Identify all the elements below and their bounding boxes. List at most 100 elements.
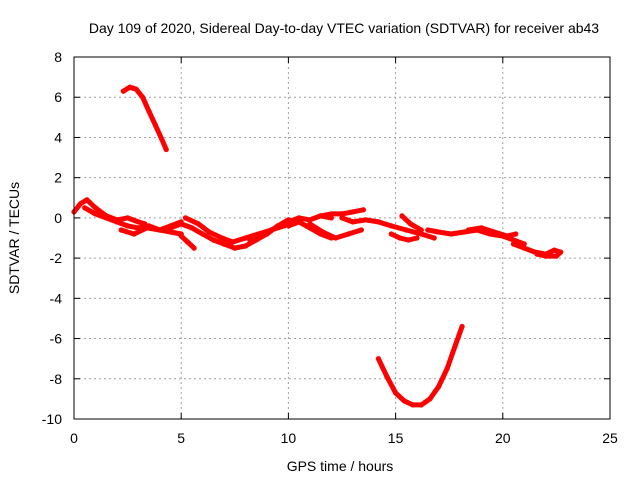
data-point	[403, 227, 409, 233]
data-point	[92, 211, 98, 217]
data-point	[127, 84, 133, 90]
data-point	[553, 253, 560, 259]
data-point	[363, 217, 369, 223]
data-point	[339, 215, 345, 221]
data-point	[296, 215, 302, 221]
data-point	[425, 227, 431, 233]
data-point	[360, 207, 366, 213]
data-point	[491, 229, 497, 235]
x-tick-label: 25	[602, 430, 618, 446]
series-line-main-2	[82, 205, 184, 237]
data-point	[534, 251, 540, 257]
data-point	[405, 237, 412, 243]
data-point	[247, 237, 253, 243]
x-tick-label: 20	[495, 430, 511, 446]
data-point	[163, 146, 169, 153]
data-point	[178, 221, 184, 227]
data-point	[345, 231, 351, 237]
data-point	[242, 235, 249, 241]
y-tick-label: -6	[50, 331, 63, 347]
data-point	[435, 229, 442, 235]
data-point	[399, 213, 405, 219]
data-point	[157, 227, 163, 233]
x-axis-label: GPS time / hours	[287, 458, 394, 474]
data-point	[185, 239, 191, 245]
data-point	[182, 215, 189, 221]
data-point	[206, 229, 212, 235]
data-point	[159, 136, 165, 143]
data-point	[114, 219, 120, 225]
data-point	[118, 227, 124, 233]
data-point	[77, 201, 83, 207]
y-tick-label: 4	[54, 129, 62, 145]
data-point	[307, 221, 313, 227]
data-point	[448, 231, 454, 237]
data-point	[328, 211, 334, 217]
data-point	[103, 215, 109, 221]
data-point	[408, 221, 414, 227]
data-point	[388, 231, 394, 237]
data-point	[521, 245, 527, 251]
data-point	[393, 390, 399, 396]
y-tick-label: -10	[42, 411, 62, 427]
data-point	[459, 323, 465, 330]
y-tick-label: 2	[54, 170, 62, 186]
data-point	[167, 225, 174, 231]
data-point	[339, 211, 345, 217]
data-point	[410, 402, 416, 408]
plot-frame	[73, 56, 611, 420]
grid	[74, 57, 610, 419]
data-point	[513, 231, 519, 237]
data-point	[551, 247, 557, 253]
data-point	[133, 86, 139, 92]
y-tick-label: 6	[54, 89, 62, 105]
data-point	[444, 366, 450, 372]
data-point	[232, 245, 238, 251]
data-point	[178, 233, 184, 239]
data-point	[191, 245, 197, 251]
data-point	[200, 231, 206, 237]
x-tick-label: 10	[281, 430, 297, 446]
data-point	[461, 229, 467, 235]
data-point	[453, 342, 459, 348]
y-tick-label: -2	[50, 250, 63, 266]
series-group	[71, 84, 564, 408]
data-point	[418, 231, 424, 237]
data-point	[418, 227, 424, 233]
x-tick-label: 0	[70, 430, 78, 446]
data-point	[375, 356, 381, 362]
data-point	[350, 219, 356, 225]
data-point	[543, 253, 549, 259]
data-point	[125, 215, 131, 221]
data-point	[152, 122, 159, 128]
data-point	[82, 205, 88, 211]
data-point	[320, 229, 326, 235]
data-point	[92, 205, 98, 211]
y-axis-label: SDTVAR / TECUs	[6, 182, 22, 294]
data-point	[427, 396, 433, 402]
data-point	[384, 374, 390, 380]
x-tick-label: 5	[177, 430, 185, 446]
data-point	[414, 235, 420, 241]
data-point	[307, 217, 313, 223]
data-point	[120, 88, 126, 94]
data-point	[318, 213, 324, 219]
data-point	[401, 398, 407, 404]
data-point	[431, 235, 437, 241]
data-point	[418, 402, 424, 408]
data-point	[435, 384, 442, 390]
data-point	[230, 239, 236, 245]
data-point	[210, 237, 216, 243]
data-point	[510, 237, 517, 243]
data-point	[296, 219, 302, 225]
data-point	[465, 227, 472, 233]
data-point	[510, 241, 517, 247]
data-point	[131, 231, 137, 237]
y-tick-label: 8	[54, 49, 62, 65]
data-point	[358, 227, 364, 233]
data-point	[350, 209, 356, 215]
data-point	[388, 223, 394, 229]
data-point	[125, 223, 131, 229]
